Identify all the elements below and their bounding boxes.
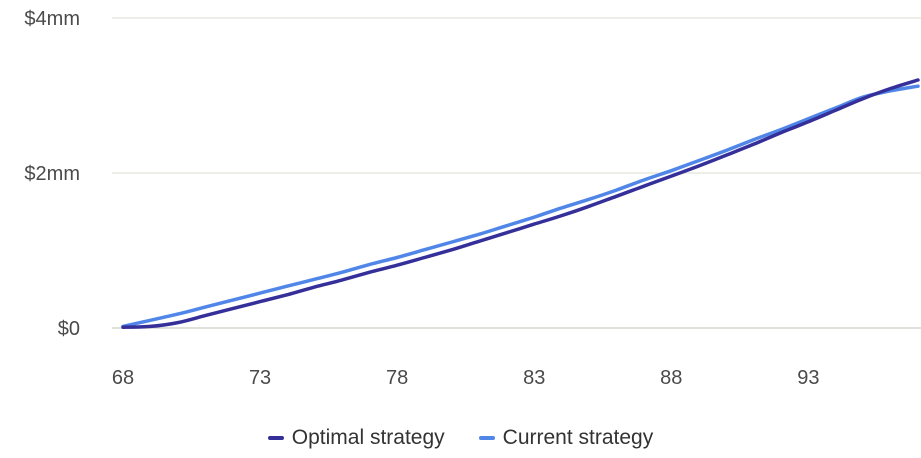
legend-item-current: Current strategy <box>478 426 654 450</box>
series <box>121 78 920 329</box>
y-tick-label-1: $2mm <box>24 163 80 185</box>
legend-label-optimal: Optimal strategy <box>291 426 445 449</box>
x-tick-label-0: 68 <box>112 367 134 389</box>
legend-swatch-optimal <box>267 436 284 440</box>
x-tick-label-4: 88 <box>660 367 682 389</box>
legend-swatch-current <box>478 436 495 440</box>
line-chart: $0 $2mm $4mm 68 73 78 83 88 93 <box>24 8 921 389</box>
legend-label-current: Current strategy <box>502 426 654 449</box>
grid <box>112 17 921 329</box>
x-tick-label-5: 93 <box>797 367 819 389</box>
x-tick-label-2: 78 <box>386 367 408 389</box>
series-line-optimal <box>121 78 920 329</box>
legend: Optimal strategy Current strategy <box>0 426 921 450</box>
x-tick-label-1: 73 <box>249 367 271 389</box>
y-tick-label-2: $4mm <box>24 8 80 30</box>
legend-item-optimal: Optimal strategy <box>267 426 445 450</box>
y-tick-label-0: $0 <box>58 318 80 340</box>
x-axis: 68 73 78 83 88 93 <box>112 367 820 389</box>
y-axis: $0 $2mm $4mm <box>24 8 80 340</box>
series-line-current <box>121 84 920 329</box>
x-tick-label-3: 83 <box>523 367 545 389</box>
